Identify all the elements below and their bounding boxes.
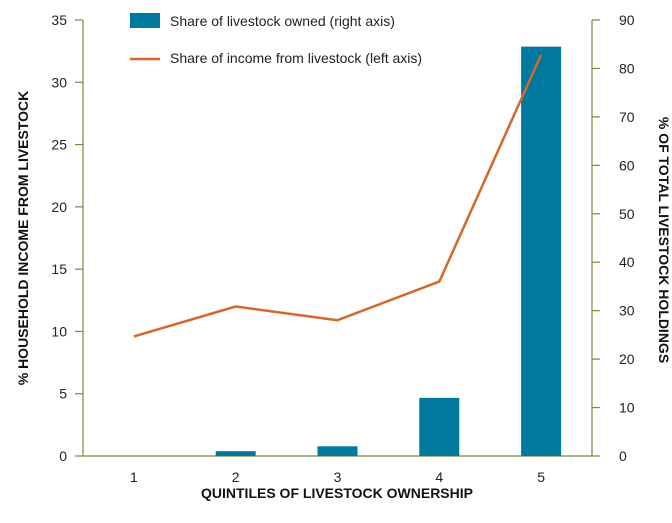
- left-axis-ticks: 0 5 10 15 20 25 30 35: [51, 12, 83, 464]
- right-tick-label: 30: [619, 303, 635, 319]
- right-tick-label: 70: [619, 109, 635, 125]
- bar: [317, 446, 358, 456]
- right-tick-label: 10: [619, 400, 635, 416]
- right-axis-title: % OF TOTAL LIVESTOCK HOLDINGS: [656, 117, 672, 363]
- right-tick-label: 80: [619, 60, 635, 76]
- legend-swatch-bar: [130, 13, 160, 28]
- x-tick-label: 3: [334, 469, 342, 485]
- left-tick-label: 5: [59, 386, 67, 402]
- left-tick-label: 30: [51, 74, 67, 90]
- right-tick-label: 0: [619, 448, 627, 464]
- x-tick-label: 2: [232, 469, 240, 485]
- left-tick-label: 0: [59, 448, 67, 464]
- left-tick-label: 35: [51, 12, 67, 28]
- left-tick-label: 25: [51, 137, 67, 153]
- legend-label-bar: Share of livestock owned (right axis): [170, 13, 395, 29]
- axes: [82, 20, 593, 457]
- left-axis-title: % HOUSEHOLD INCOME FROM LIVESTOCK: [15, 91, 31, 386]
- legend: Share of livestock owned (right axis) Sh…: [130, 13, 422, 66]
- legend-label-line: Share of income from livestock (left axi…: [170, 50, 422, 66]
- x-tick-label: 5: [537, 469, 545, 485]
- bar: [521, 46, 562, 457]
- income-line: [133, 54, 543, 338]
- right-tick-label: 20: [619, 351, 635, 367]
- bar: [419, 397, 460, 456]
- right-axis-ticks: 0 10 20 30 40 50 60 70 80 90: [592, 12, 635, 464]
- left-tick-label: 10: [51, 323, 67, 339]
- right-tick-label: 90: [619, 12, 635, 28]
- x-axis-ticks: 1 2 3 4 5: [130, 469, 545, 485]
- bar-series: [215, 46, 562, 457]
- bar: [215, 451, 256, 456]
- right-tick-label: 60: [619, 157, 635, 173]
- right-tick-label: 40: [619, 254, 635, 270]
- x-tick-label: 4: [435, 469, 443, 485]
- left-tick-label: 20: [51, 199, 67, 215]
- x-axis-title: QUINTILES OF LIVESTOCK OWNERSHIP: [201, 485, 473, 501]
- x-tick-label: 1: [130, 469, 138, 485]
- line-series: [133, 54, 543, 338]
- left-tick-label: 15: [51, 261, 67, 277]
- right-tick-label: 50: [619, 206, 635, 222]
